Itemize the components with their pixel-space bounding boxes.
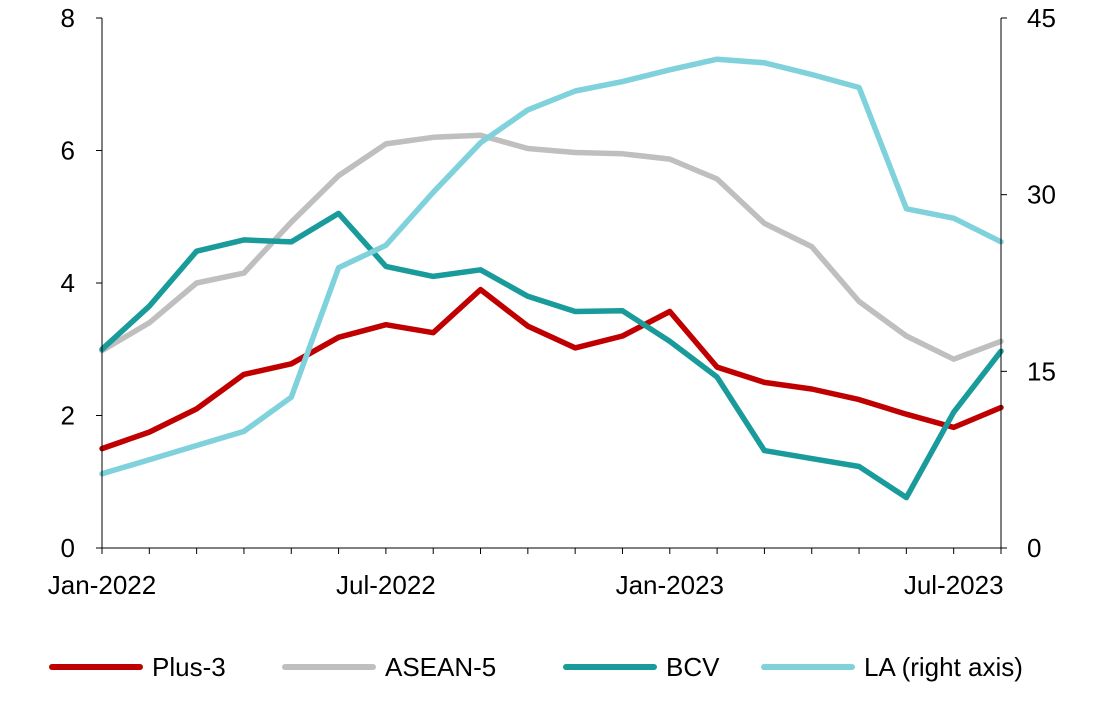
legend-label-plus-3: Plus-3 (152, 652, 226, 682)
series-line-asean-5 (99, 132, 1004, 362)
series-line-bcv (99, 210, 1004, 501)
x-axis-tick-label: Jan-2023 (616, 570, 724, 600)
series-line-la-right-axis (99, 56, 1004, 477)
legend-label-bcv: BCV (666, 652, 720, 682)
series-layer (99, 56, 1004, 501)
x-axis-tick-label: Jul-2022 (336, 570, 436, 600)
legend-label-la-right-axis: LA (right axis) (864, 652, 1023, 682)
axes-layer: 0 2 4 6 8 0 15 30 45 Jan-2022 Jul-2022 Jan-2023 Jul-… (48, 3, 1056, 600)
left-axis-tick-label: 0 (61, 533, 75, 563)
series-line-plus-3 (99, 286, 1004, 452)
legend-label-asean-5: ASEAN-5 (385, 652, 496, 682)
right-axis-tick-label: 0 (1027, 533, 1041, 563)
x-axis-tick-label: Jul-2023 (904, 570, 1004, 600)
left-axis-tick-label: 4 (61, 268, 75, 298)
right-axis-tick-label: 45 (1027, 3, 1056, 33)
left-axis-tick-label: 8 (61, 3, 75, 33)
legend: Plus-3 ASEAN-5 BCV LA (right axis) (49, 652, 1023, 682)
x-axis-tick-label: Jan-2022 (48, 570, 156, 600)
right-axis-tick-label: 30 (1027, 180, 1056, 210)
left-axis-tick-label: 2 (61, 401, 75, 431)
right-axis-tick-label: 15 (1027, 356, 1056, 386)
left-axis-tick-label: 6 (61, 136, 75, 166)
